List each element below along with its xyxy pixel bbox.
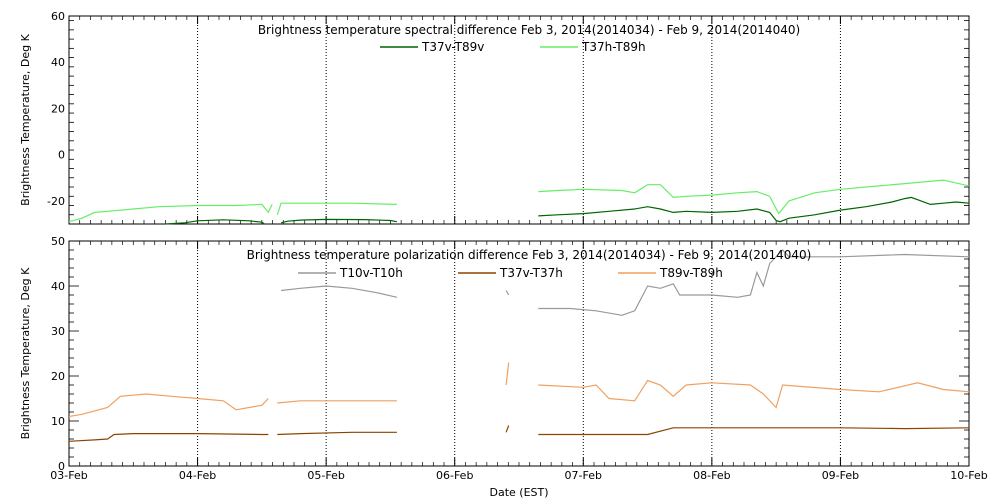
series-line-T37v-T37h — [277, 431, 397, 436]
series-line-T10v-T10h — [505, 290, 510, 296]
x-tick-label: 07-Feb — [565, 469, 602, 482]
x-tick-label: 04-Feb — [179, 469, 216, 482]
y-tick-label: 60 — [51, 10, 65, 23]
y-tick-label: 40 — [51, 56, 65, 69]
y-tick-label: 30 — [51, 325, 65, 338]
series-line-T89v-T89h — [68, 393, 269, 418]
y-axis-label: Brightness Temperature, Deg K — [19, 267, 32, 439]
y-tick-label: 10 — [51, 415, 65, 428]
y-tick-label: 0 — [58, 460, 65, 473]
legend-label: T37v-T37h — [499, 266, 563, 280]
y-tick-label: 40 — [51, 280, 65, 293]
x-tick-label: 09-Feb — [822, 469, 859, 482]
series-line-T37h-T89h — [538, 179, 970, 215]
y-tick-label: 50 — [51, 235, 65, 248]
x-tick-label: 06-Feb — [436, 469, 473, 482]
y-tick-label: 20 — [51, 102, 65, 115]
series-line-T89v-T89h — [538, 379, 970, 409]
series-line-T37h-T89h — [276, 202, 397, 215]
series-line-T89v-T89h — [505, 362, 510, 386]
series-line-T37v-T89v — [538, 196, 970, 223]
series-line-T89v-T89h — [277, 400, 397, 404]
series-line-T37v-T37h — [68, 433, 269, 442]
plot-frame — [68, 15, 970, 225]
legend-label: T37v-T89v — [421, 40, 484, 54]
legend-label: T89v-T89h — [659, 266, 723, 280]
y-tick-label: 20 — [51, 370, 65, 383]
chart-title: Brightness temperature polarization diff… — [247, 248, 812, 262]
series-line-T10v-T10h — [538, 249, 970, 316]
x-tick-label: 05-Feb — [307, 469, 344, 482]
series-line-T37v-T89v — [280, 218, 398, 224]
x-tick-label: 08-Feb — [693, 469, 730, 482]
y-axis-label: Brightness Temperature, Deg K — [19, 33, 32, 205]
x-axis-label: Date (EST) — [489, 486, 548, 499]
series-line-T37v-T37h — [538, 427, 970, 436]
series-line-T37v-T37h — [505, 425, 510, 433]
spectral-difference-chart: -20 0 20 40 60 Brightness Temperature, Deg K B… — [19, 10, 970, 225]
series-line-T37v-T89v — [165, 219, 265, 225]
legend-label: T10v-T10h — [339, 266, 403, 280]
legend-label: T37h-T89h — [581, 40, 646, 54]
y-tick-label: 0 — [58, 149, 65, 162]
x-tick-label: 03-Feb — [50, 469, 87, 482]
chart-title: Brightness temperature spectral differen… — [258, 23, 800, 37]
series-line-T37h-T89h — [68, 203, 273, 223]
polarization-difference-chart: 0 10 20 30 40 50 Brightness Temperature, Deg K… — [19, 235, 988, 499]
y-tick-label: -20 — [47, 195, 65, 208]
x-tick-label: 10-Feb — [950, 469, 987, 482]
series-line-T10v-T10h — [281, 285, 398, 298]
